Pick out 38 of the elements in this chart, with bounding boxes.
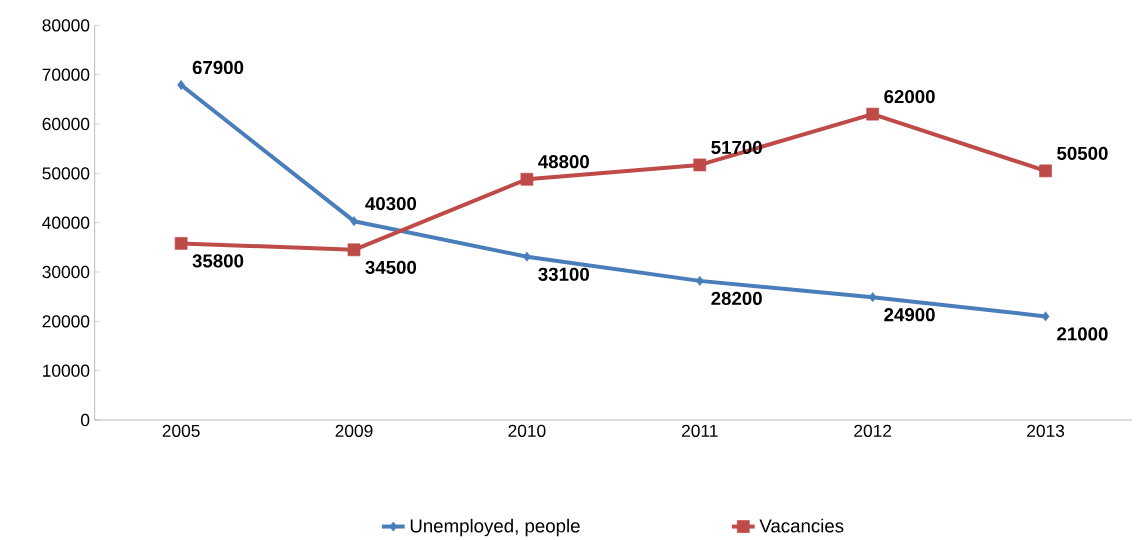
y-tick-label: 10000 [43,364,90,377]
data-label: 40300 [365,197,417,211]
y-tick-label: 60000 [42,118,90,131]
data-label: 34500 [365,260,417,275]
data-label: 21000 [1057,327,1108,341]
point [693,158,707,172]
y-tick-label: 80000 [42,19,90,32]
data-label: 67900 [192,61,244,75]
y-tick-label: 0 [80,414,90,427]
y-tick-label: 50000 [42,167,90,180]
point [350,216,358,227]
point [523,251,531,262]
x-tick-label: 2009 [335,424,373,438]
point [866,107,880,121]
x-tick-label: 2011 [682,424,718,438]
data-label: 50500 [1057,146,1108,161]
point [1039,164,1052,178]
y-tick-label: 40000 [42,216,90,229]
data-label: 48800 [538,155,589,169]
x-tick-label: 2010 [508,424,546,438]
data-label: 28200 [711,291,762,306]
y-tick-label: 70000 [42,68,90,81]
legend-label: Unemployed, people [410,518,580,537]
data-label: 51700 [711,140,762,155]
data-label: 24900 [884,308,935,322]
data-label: 35800 [192,254,244,268]
x-tick-label: 2005 [162,424,200,438]
data-label: 33100 [538,267,589,282]
point [177,80,185,91]
y-tick-label: 20000 [42,315,90,328]
point [347,243,361,257]
y-tick-label: 30000 [42,266,90,279]
x-tick-label: 2013 [1027,424,1065,438]
point [174,237,188,250]
point [520,173,534,186]
legend-label: Vacancies [759,518,844,533]
data-label: 62000 [884,90,935,104]
x-tick-label: 2012 [854,424,892,438]
